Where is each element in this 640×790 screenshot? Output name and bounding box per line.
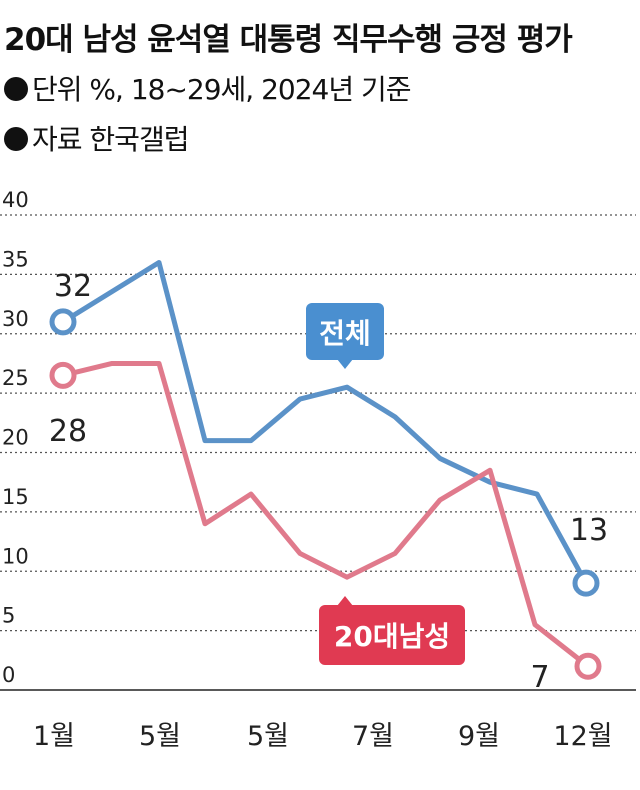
series-callout-overall: 전체	[306, 303, 384, 369]
unit-text: 단위 %, 18~29세, 2024년 기준	[32, 73, 412, 106]
callout-box	[306, 303, 384, 360]
callout-box	[319, 605, 465, 665]
callout-label: 20대남성	[334, 620, 450, 653]
chart-title: 20대 남성 윤석열 대통령 직무수행 긍정 평가	[4, 22, 573, 58]
series-start-marker	[49, 308, 77, 336]
y-tick-label: 0	[2, 663, 15, 687]
x-tick-label: 12월	[553, 721, 612, 752]
series-end-marker	[574, 652, 602, 680]
source-note: 자료 한국갤럽	[4, 118, 189, 158]
data-label-end: 13	[570, 513, 608, 548]
callout-label: 전체	[319, 317, 371, 350]
y-tick-label: 30	[2, 307, 29, 331]
data-label-start: 28	[49, 414, 87, 449]
x-tick-label: 9월	[458, 721, 500, 752]
series-line-overall	[60, 260, 589, 586]
callout-pointer	[337, 596, 353, 606]
x-tick-label: 7월	[352, 721, 394, 752]
source-text: 자료 한국갤럽	[32, 123, 189, 156]
y-tick-label: 5	[2, 604, 15, 628]
series-line-male20s	[60, 360, 591, 669]
y-tick-label: 25	[2, 366, 29, 390]
callout-pointer	[337, 359, 353, 369]
x-tick-label: 5월	[139, 721, 181, 752]
bullet-icon	[4, 77, 28, 101]
data-label-end: 7	[530, 660, 549, 695]
y-tick-label: 35	[2, 247, 29, 271]
y-tick-label: 40	[2, 188, 29, 212]
series-start-marker	[49, 361, 77, 389]
unit-note: 단위 %, 18~29세, 2024년 기준	[4, 68, 412, 108]
x-tick-label: 1월	[33, 721, 75, 752]
data-label-start: 32	[54, 269, 92, 304]
y-tick-label: 20	[2, 426, 29, 450]
y-tick-label: 15	[2, 485, 29, 509]
x-tick-label: 5월	[247, 721, 289, 752]
y-tick-label: 10	[2, 544, 29, 568]
bullet-icon	[4, 127, 28, 151]
series-end-marker	[572, 569, 600, 597]
series-callout-male20s: 20대남성	[319, 596, 465, 665]
